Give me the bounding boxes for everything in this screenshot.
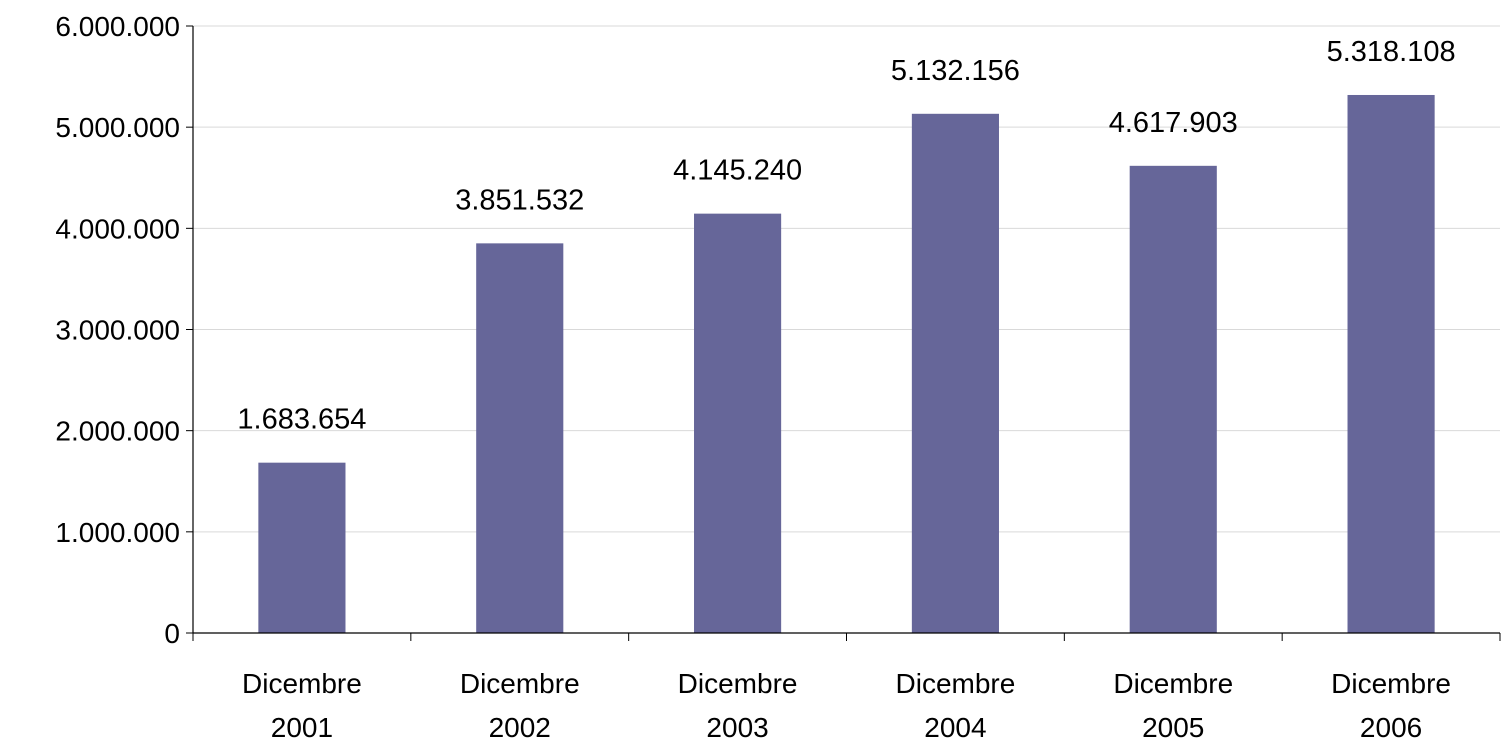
x-tick-label: 2005 <box>1142 712 1204 743</box>
x-tick-label: Dicembre <box>1331 668 1451 699</box>
axes <box>186 25 1501 641</box>
bar <box>476 243 564 634</box>
labels: 0 1.000.000 2.000.000 3.000.000 4.000.000 5.0… <box>55 11 1455 743</box>
bar <box>694 213 782 633</box>
bar <box>1347 94 1435 633</box>
data-label: 5.132.156 <box>891 55 1020 87</box>
x-tick-label: Dicembre <box>460 668 580 699</box>
y-tick-label: 6.000.000 <box>55 11 180 42</box>
x-tick-label: 2002 <box>489 712 551 743</box>
bars <box>258 94 1435 634</box>
y-tick-label: 1.000.000 <box>55 517 180 548</box>
y-tick-label: 3.000.000 <box>55 315 180 346</box>
data-label: 4.145.240 <box>673 155 802 187</box>
bar <box>911 113 999 634</box>
x-tick-label: 2003 <box>706 712 768 743</box>
x-tick-label: 2004 <box>924 712 986 743</box>
y-tick-label: 0 <box>164 618 180 649</box>
x-tick-label: 2006 <box>1360 712 1422 743</box>
data-label: 4.617.903 <box>1109 107 1238 139</box>
x-tick-label: Dicembre <box>678 668 798 699</box>
x-tick-label: 2001 <box>271 712 333 743</box>
data-label: 1.683.654 <box>237 404 366 436</box>
data-label: 3.851.532 <box>455 184 584 216</box>
gridlines <box>193 25 1500 533</box>
bar <box>1129 165 1217 633</box>
y-tick-label: 5.000.000 <box>55 112 180 143</box>
y-tick-label: 2.000.000 <box>55 416 180 447</box>
x-tick-label: Dicembre <box>896 668 1016 699</box>
data-label: 5.318.108 <box>1327 36 1456 68</box>
x-tick-label: Dicembre <box>1113 668 1233 699</box>
x-tick-label: Dicembre <box>242 668 362 699</box>
bar <box>258 462 346 633</box>
y-tick-label: 4.000.000 <box>55 213 180 244</box>
